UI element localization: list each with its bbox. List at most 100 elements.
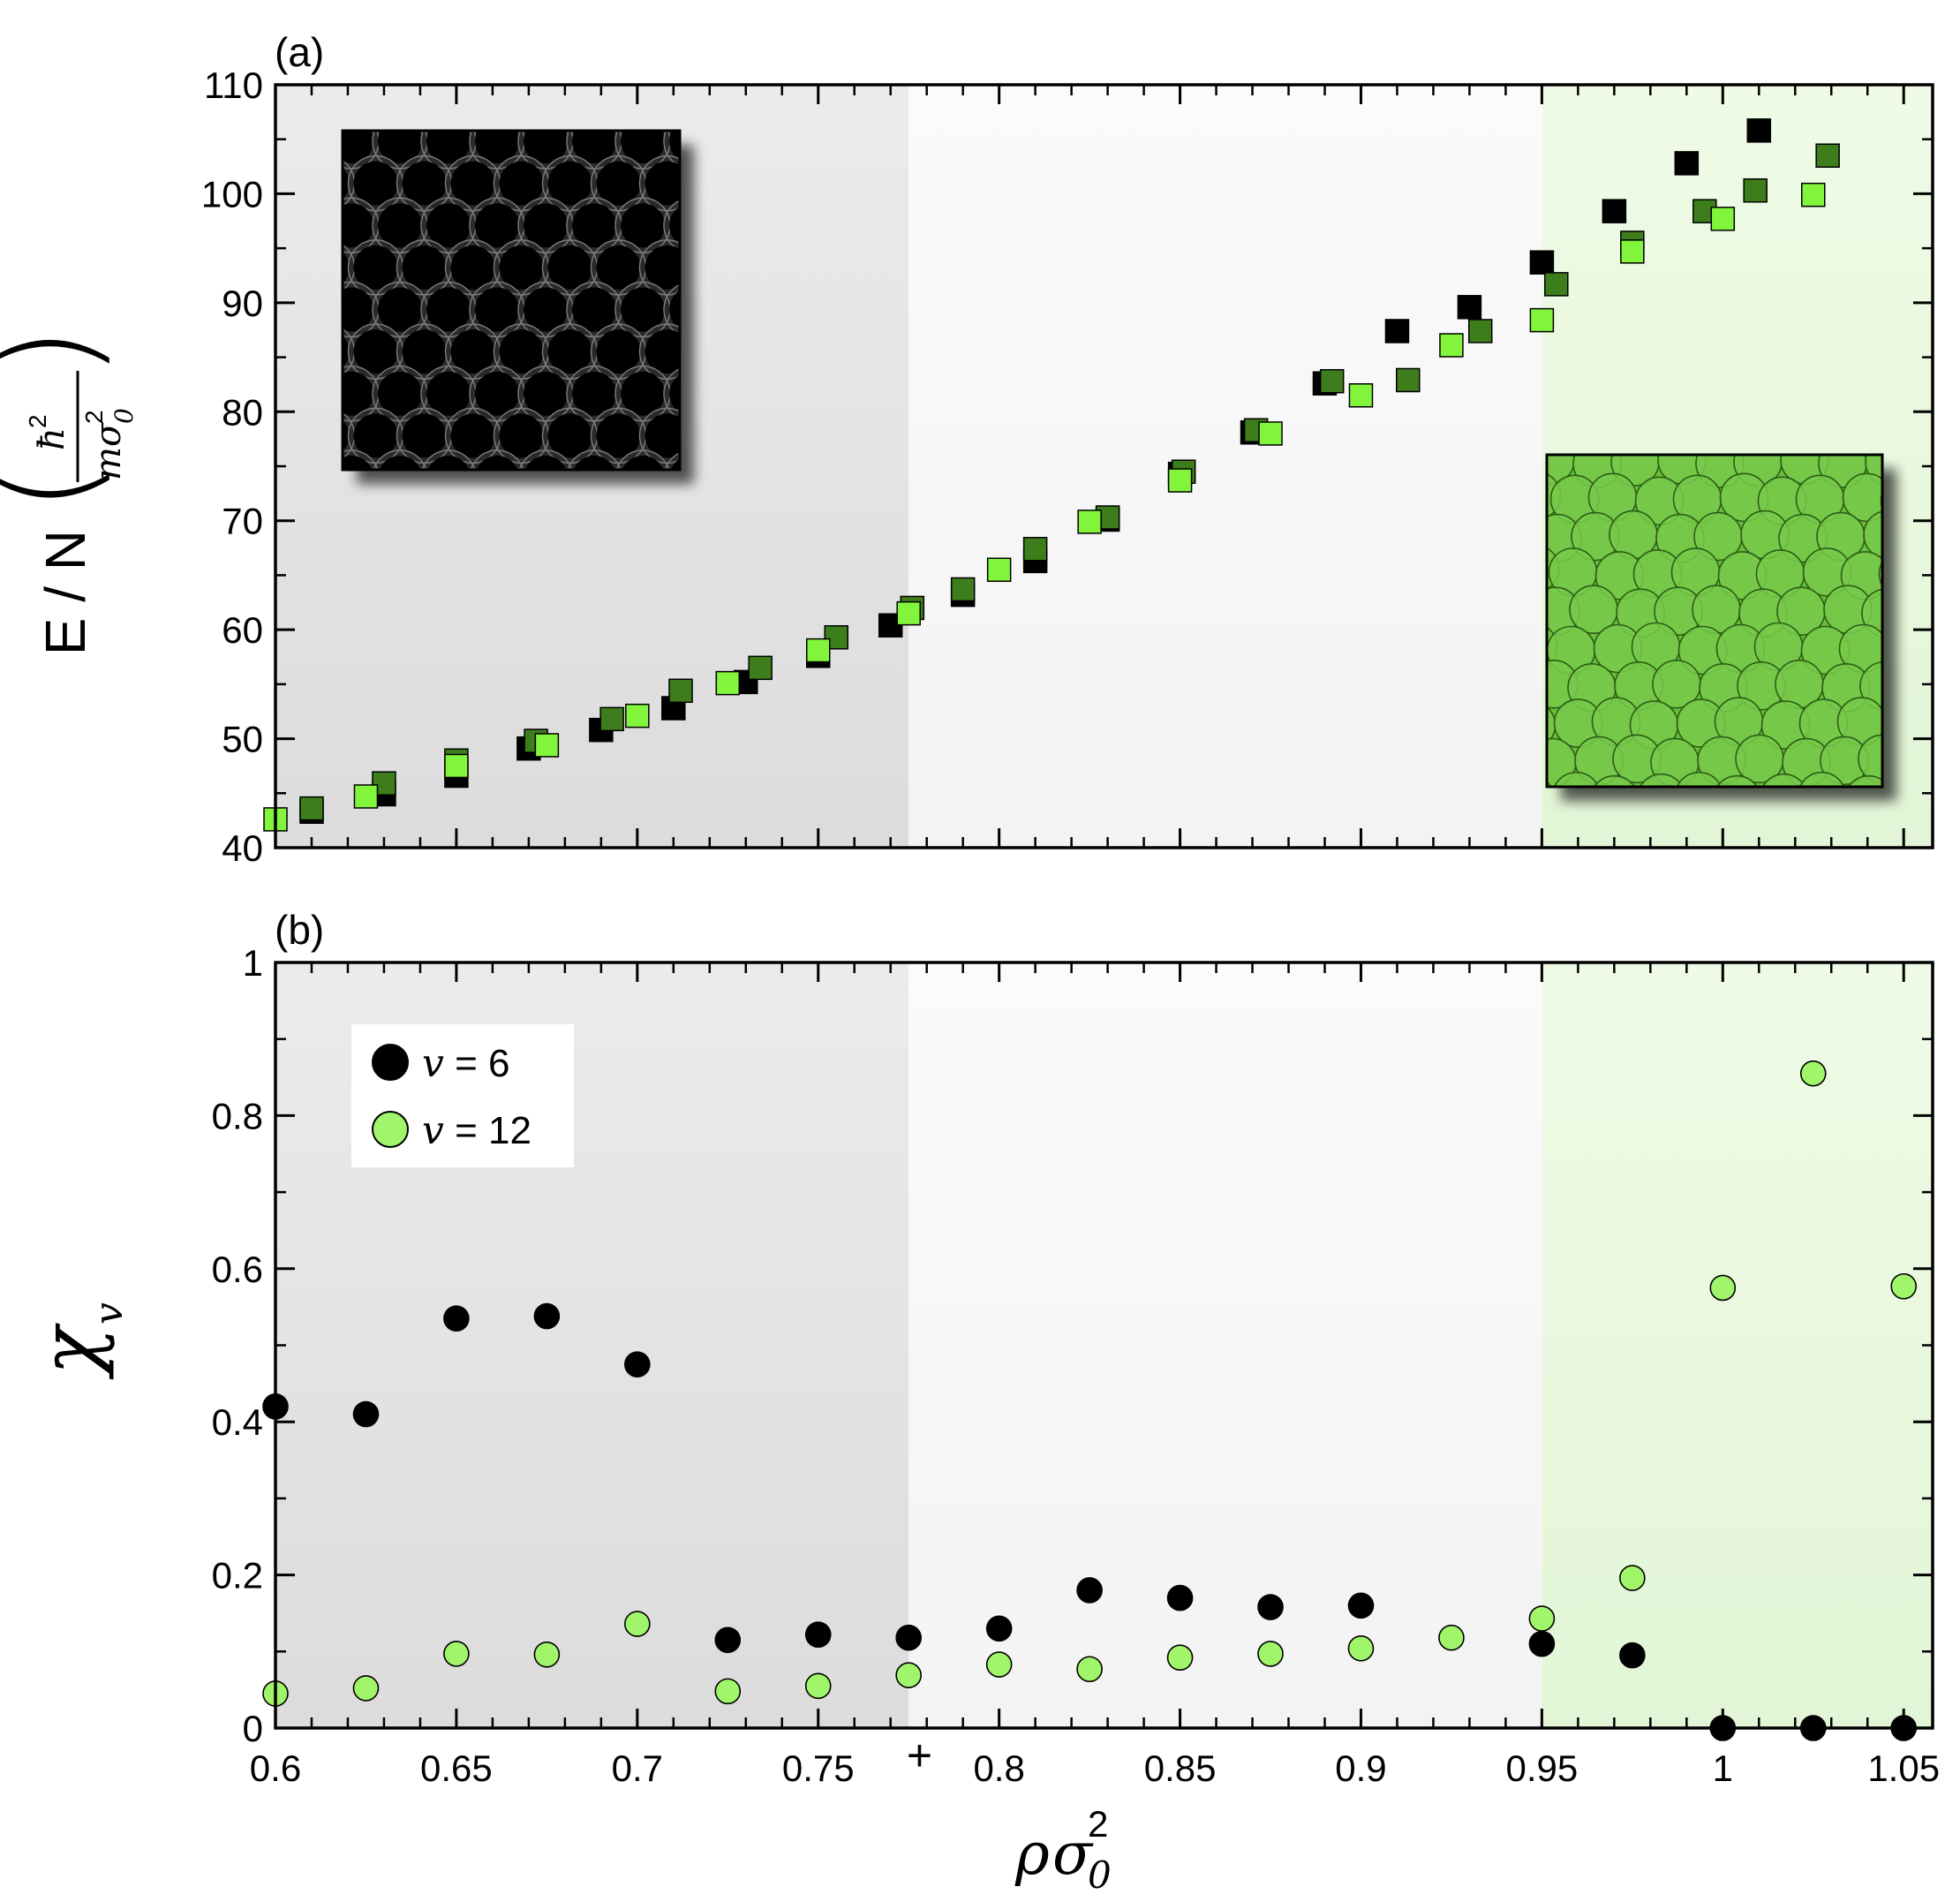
inset-disk	[572, 131, 616, 163]
region-liquid-b	[908, 962, 1542, 1728]
point-v=12	[1528, 1605, 1556, 1632]
panel-label-b: (b)	[275, 907, 324, 953]
point-dark-green	[1544, 272, 1569, 297]
x-tick-label: 0.75	[782, 1747, 855, 1789]
inset-disk	[547, 329, 592, 374]
inset-disk	[475, 371, 519, 416]
inset-disk	[645, 329, 680, 374]
x-tick-label: 0.65	[420, 1747, 493, 1789]
inset-halo	[663, 283, 680, 336]
inset-halo	[638, 407, 680, 464]
point-v=12	[1257, 1641, 1284, 1667]
inset-disk	[596, 329, 641, 374]
inset-disk	[427, 456, 470, 470]
point-light-green	[444, 753, 469, 779]
inset-disk	[547, 413, 592, 458]
inset-disk	[499, 329, 544, 374]
panel-a-energy: 40 50 60 70 80 90 100 110 (a) E / N ( ħ 2 m σ 2…	[0, 29, 1934, 869]
point-light-green	[1529, 307, 1555, 333]
inset-disk	[476, 456, 518, 470]
inset-disk	[572, 203, 616, 248]
point-light-green	[1258, 421, 1283, 446]
panel-b-fraction: 0 0.2 0.4 0.6 0.8 1 0.6 0.65 0.7 0.75 0.8 0.85 0.9 0.…	[24, 907, 1940, 1897]
inset-disk	[343, 167, 350, 200]
inset-halo	[663, 131, 680, 167]
legend-v6-suffix: = 6	[444, 1042, 510, 1085]
inset-disk	[621, 131, 665, 163]
inset-disk	[499, 245, 544, 290]
point-v=12	[352, 1675, 380, 1702]
inset-disk	[645, 161, 680, 206]
inset-disk	[547, 245, 592, 290]
inset-disk	[343, 287, 373, 332]
inset-disk	[353, 329, 398, 374]
energy-points	[263, 118, 1840, 832]
x-tick-label: 1.05	[1867, 1747, 1940, 1789]
inset-disk	[621, 203, 665, 248]
legend: v = 6 v = 12	[351, 1024, 574, 1167]
inset-green-disk	[1842, 472, 1882, 523]
point-v=12	[985, 1651, 1013, 1678]
point-v=12	[443, 1641, 470, 1667]
point-v=6	[804, 1621, 832, 1649]
inset-halo	[343, 449, 379, 470]
x-tick-label: 0.6	[250, 1747, 301, 1789]
point-light-green	[1348, 383, 1374, 408]
inset-disk	[475, 203, 519, 248]
inset-disk	[343, 336, 350, 367]
point-dark-green	[668, 678, 693, 704]
legend-v12-suffix: = 12	[444, 1109, 531, 1152]
plot-frame-b	[274, 961, 1934, 1730]
inset-disk	[499, 413, 544, 458]
x-title-sub: 0	[1088, 1853, 1112, 1897]
y-tick-label-a: 90	[222, 283, 263, 324]
inset-halo	[373, 449, 427, 470]
inset-disk	[645, 413, 680, 458]
inset-halo	[615, 449, 670, 470]
point-dark-green	[1396, 367, 1421, 393]
point-v=6	[985, 1615, 1013, 1642]
point-black	[1674, 151, 1700, 176]
inset-disk	[426, 287, 471, 332]
inset-green-disk	[1639, 773, 1684, 787]
y-axis-title-b: χ v	[24, 1302, 132, 1380]
point-v=6	[1076, 1577, 1103, 1604]
point-v=6	[1619, 1642, 1646, 1669]
y-title-chi-sub: v	[87, 1302, 132, 1325]
x-tick-label: 1	[1713, 1747, 1733, 1789]
point-v=6	[1528, 1630, 1556, 1657]
inset-disk	[378, 203, 422, 248]
inset-disk	[343, 203, 373, 248]
inset-halo	[638, 323, 680, 380]
inset-disk	[596, 161, 641, 206]
inset-disk	[343, 456, 373, 470]
inset-disk	[379, 456, 421, 470]
ticks-b: 0 0.2 0.4 0.6 0.8 1 0.6 0.65 0.7 0.75 0.8 0.85 0.9 0.…	[212, 942, 1940, 1789]
point-dark-green	[950, 577, 976, 602]
y-tick-label-b: 0.8	[212, 1095, 263, 1136]
y-tick-label-a: 40	[222, 827, 263, 869]
ticks-a: 40 50 60 70 80 90 100 110	[201, 64, 1933, 869]
inset-disk	[402, 245, 447, 290]
x-title-exp: 2	[1088, 1803, 1108, 1845]
point-dark-green	[1743, 177, 1768, 203]
point-black	[1384, 319, 1410, 343]
inset-disk	[669, 291, 680, 328]
inset-halo	[421, 449, 476, 470]
point-v=6	[714, 1627, 742, 1654]
point-v=12	[1076, 1656, 1103, 1683]
point-light-green	[896, 600, 921, 626]
y-tick-label-b: 0.6	[212, 1249, 263, 1290]
legend-v12-prefix: v	[422, 1108, 444, 1153]
inset-disk	[573, 456, 615, 470]
y-axis-title-a: E / N ( ħ 2 m σ 2 0 )	[0, 326, 139, 655]
point-v=12	[1347, 1635, 1375, 1662]
x-tick-label: 0.85	[1144, 1747, 1217, 1789]
x-title-sigma: σ	[1052, 1820, 1094, 1888]
point-light-green	[353, 784, 379, 809]
legend-label-v6: v = 6	[422, 1041, 509, 1086]
point-light-green	[625, 703, 650, 728]
paren-open: (	[0, 460, 124, 512]
inset-green-disk	[1676, 771, 1723, 787]
legend-marker-v12	[372, 1111, 409, 1148]
